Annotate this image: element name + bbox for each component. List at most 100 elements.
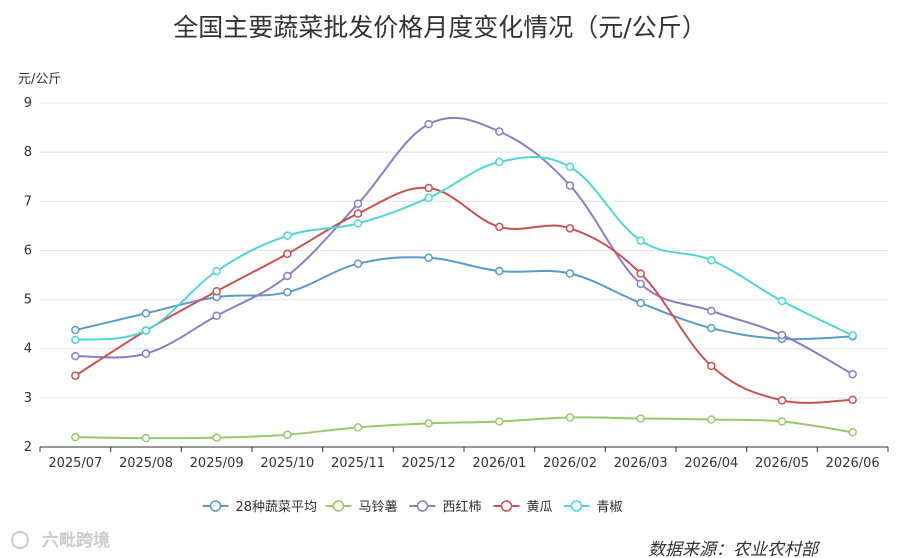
series-lines (71, 116, 857, 443)
series-line (75, 156, 854, 341)
x-tick-label: 2026/03 (614, 456, 668, 471)
legend-item[interactable]: 青椒 (563, 500, 623, 515)
data-point[interactable] (353, 209, 363, 218)
data-point[interactable] (353, 219, 363, 228)
data-point[interactable] (848, 395, 857, 405)
data-point[interactable] (636, 236, 645, 245)
data-point[interactable] (353, 199, 363, 208)
data-point[interactable] (424, 419, 433, 428)
data-point[interactable] (424, 253, 433, 263)
x-tick-label: 2026/05 (755, 456, 809, 471)
legend-item[interactable]: 西红柿 (409, 499, 482, 515)
data-point[interactable] (71, 432, 80, 442)
data-point[interactable] (283, 249, 292, 259)
data-point[interactable] (141, 433, 151, 443)
data-point[interactable] (71, 325, 80, 335)
x-tick-label: 2026/01 (472, 456, 526, 471)
legend-item[interactable]: 马铃薯 (325, 500, 398, 515)
data-point[interactable] (212, 433, 221, 442)
data-point[interactable] (283, 231, 292, 240)
watermark-logo-icon (11, 531, 29, 549)
data-point[interactable] (777, 330, 787, 340)
data-point[interactable] (848, 370, 857, 379)
data-point[interactable] (212, 311, 221, 321)
data-point[interactable] (636, 269, 645, 278)
legend-label: 马铃薯 (359, 500, 398, 515)
series-line (75, 256, 853, 341)
y-tick-label: 2 (24, 440, 32, 455)
legend-marker (416, 500, 429, 512)
data-point[interactable] (212, 286, 221, 296)
data-point[interactable] (636, 279, 645, 289)
legend-label: 西红柿 (443, 499, 482, 515)
data-point[interactable] (141, 326, 151, 335)
x-tick-label: 2025/10 (260, 456, 314, 471)
series-line (75, 416, 853, 440)
y-tick-label: 4 (24, 342, 32, 357)
data-point[interactable] (424, 193, 433, 203)
legend-item[interactable]: 黄瓜 (493, 500, 553, 515)
y-tick-label: 8 (24, 145, 32, 160)
x-tick-label: 2025/08 (119, 456, 173, 471)
data-point[interactable] (424, 183, 433, 193)
x-tick-label: 2025/09 (190, 456, 244, 471)
y-tick-label: 9 (24, 96, 32, 111)
series-line (75, 116, 854, 376)
data-point[interactable] (283, 430, 292, 439)
data-point[interactable] (283, 271, 292, 281)
legend-label: 28种蔬菜平均 (236, 500, 318, 515)
data-point[interactable] (353, 259, 363, 268)
legend-label: 黄瓜 (527, 500, 553, 515)
data-point[interactable] (636, 298, 645, 308)
data-source: 数据来源：农业农村部 (648, 540, 821, 558)
legend-marker (332, 500, 345, 512)
x-tick-label: 2026/02 (543, 456, 597, 471)
data-point[interactable] (565, 224, 575, 233)
legend-marker (500, 500, 513, 512)
data-point[interactable] (565, 162, 575, 172)
chart-title: 全国主要蔬菜批发价格月度变化情况（元/公斤） (173, 13, 706, 42)
data-point[interactable] (777, 296, 787, 306)
data-point[interactable] (495, 127, 504, 136)
y-tick-label: 3 (24, 391, 32, 406)
data-point[interactable] (212, 266, 221, 276)
data-point[interactable] (495, 222, 504, 232)
data-point[interactable] (424, 119, 433, 129)
data-point[interactable] (141, 349, 151, 358)
series-line (74, 186, 853, 404)
data-point[interactable] (707, 306, 716, 316)
data-point[interactable] (71, 335, 80, 345)
y-tick-label: 7 (24, 194, 32, 209)
data-point[interactable] (353, 423, 363, 432)
data-point[interactable] (71, 371, 80, 380)
data-point[interactable] (707, 361, 716, 371)
data-point[interactable] (848, 428, 857, 437)
legend-marker (570, 500, 583, 512)
data-point[interactable] (636, 414, 645, 423)
x-tick-label: 2026/04 (684, 456, 738, 471)
x-tick-label: 2025/12 (402, 456, 456, 471)
watermark: 六毗跨境 (11, 530, 110, 551)
data-point[interactable] (707, 415, 716, 424)
data-point[interactable] (495, 417, 504, 426)
legend-item[interactable]: 28种蔬菜平均 (202, 500, 318, 515)
data-point[interactable] (565, 269, 575, 278)
data-point[interactable] (707, 256, 716, 265)
legend: 28种蔬菜平均 马铃薯 西红柿 黄瓜 青椒 (202, 499, 623, 515)
data-point[interactable] (848, 331, 857, 340)
data-point[interactable] (777, 417, 787, 426)
x-tick-label: 2025/11 (331, 456, 385, 471)
watermark-text: 六毗跨境 (42, 530, 110, 551)
legend-label: 青椒 (597, 500, 623, 515)
data-point[interactable] (707, 323, 716, 333)
y-tick-label: 6 (24, 243, 32, 258)
data-point[interactable] (565, 413, 575, 422)
data-point[interactable] (71, 351, 80, 361)
y-tick-label: 5 (24, 293, 32, 308)
data-point[interactable] (495, 157, 504, 167)
data-point[interactable] (141, 309, 151, 318)
data-point[interactable] (565, 181, 575, 190)
data-point[interactable] (283, 287, 292, 297)
data-point[interactable] (495, 266, 504, 276)
data-point[interactable] (777, 396, 787, 405)
